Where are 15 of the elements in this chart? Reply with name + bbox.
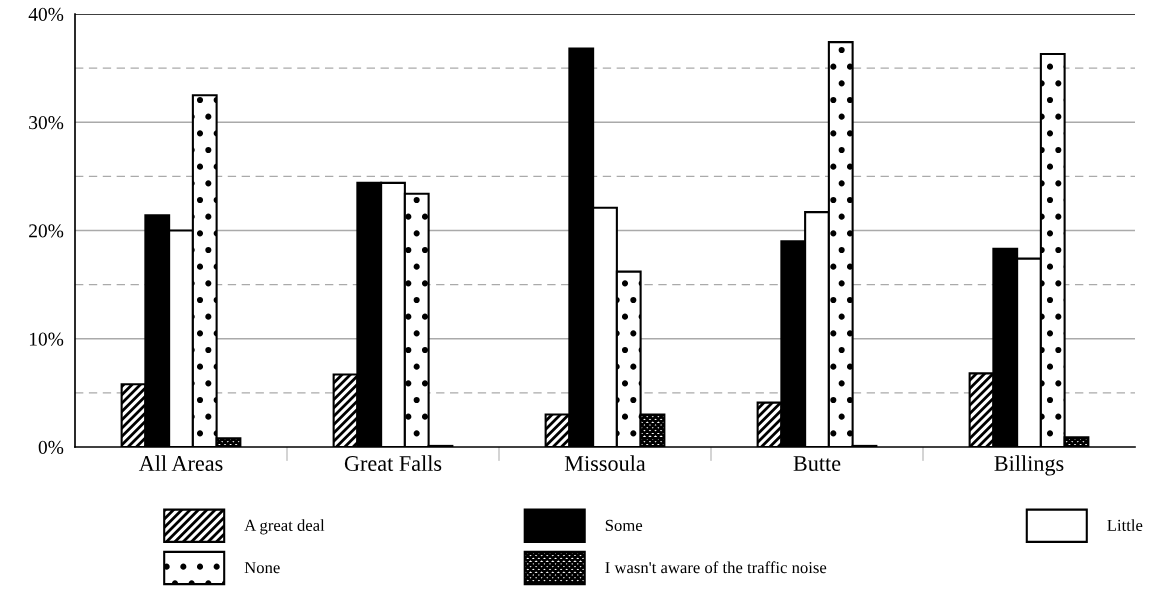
y-tick-label: 20%: [29, 224, 64, 238]
x-tick-label: All Areas: [138, 455, 223, 471]
legend-label: Some: [605, 519, 643, 531]
x-tick-label: Billings: [994, 455, 1064, 476]
legend-label: None: [244, 562, 280, 574]
x-tick-label: Great Falls: [344, 455, 442, 471]
y-tick-label: 0%: [38, 440, 64, 454]
y-tick-label: 40%: [28, 7, 64, 21]
y-tick-label: 10%: [29, 332, 64, 346]
legend-label: A great deal: [244, 519, 325, 535]
legend-label: I wasn't aware of the traffic noise: [605, 561, 827, 574]
legend-label: Little: [1107, 519, 1143, 531]
x-tick-label: Missoula: [564, 455, 646, 471]
y-tick-label: 30%: [29, 116, 64, 130]
x-tick-label: Butte: [793, 456, 841, 471]
